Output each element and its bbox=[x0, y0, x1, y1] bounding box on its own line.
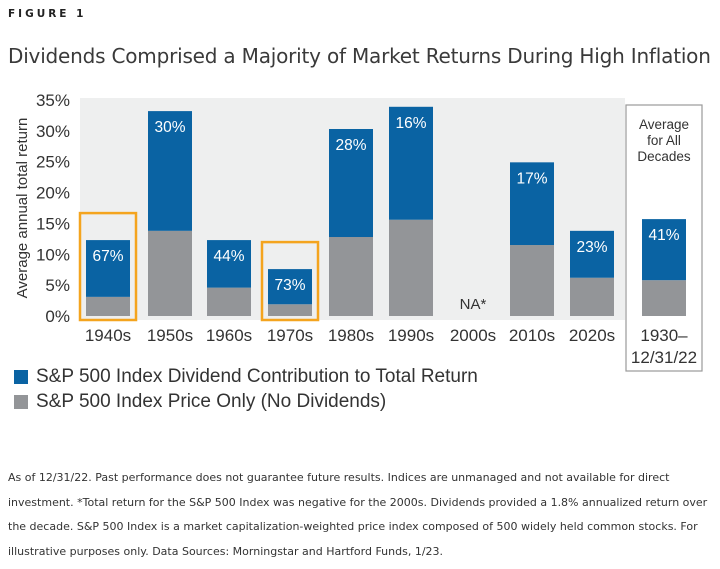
legend-label-dividend: S&P 500 Index Dividend Contribution to T… bbox=[36, 365, 478, 387]
bar-dividend-0 bbox=[86, 240, 130, 297]
na-label: NA* bbox=[460, 296, 487, 313]
bar-data-label: 16% bbox=[395, 115, 426, 132]
bar-data-label: 30% bbox=[154, 119, 185, 136]
bar-dividend-4 bbox=[329, 129, 373, 238]
bars: 67% 30% 44% 73% 28% 16% NA* 17% 23% 41% Averagefor… bbox=[78, 104, 703, 372]
legend-item-dividend: S&P 500 Index Dividend Contribution to T… bbox=[14, 364, 478, 389]
bar-price-7 bbox=[510, 245, 554, 316]
x-tick-label: 2020s bbox=[569, 326, 615, 345]
x-tick-label: 2010s bbox=[509, 326, 555, 345]
average-box bbox=[625, 104, 703, 372]
average-note-line: Decades bbox=[637, 149, 691, 164]
bar-data-label: 28% bbox=[335, 137, 366, 154]
legend-item-price: S&P 500 Index Price Only (No Dividends) bbox=[14, 389, 478, 414]
bar-price-9 bbox=[642, 280, 686, 316]
bar-data-label: 23% bbox=[576, 239, 607, 256]
figure-label: FIGURE 1 bbox=[8, 8, 87, 20]
x-tick-label: 1970s bbox=[267, 326, 313, 345]
x-tick-label: 1930– bbox=[640, 326, 688, 345]
legend-swatch-dividend bbox=[14, 369, 28, 384]
bar-dividend-3 bbox=[268, 269, 312, 305]
y-tick-label: 35% bbox=[36, 91, 70, 110]
bar-price-5 bbox=[389, 219, 433, 316]
y-tick-label: 20% bbox=[36, 184, 70, 203]
bar-price-4 bbox=[329, 237, 373, 316]
bar-dividend-8 bbox=[570, 230, 614, 278]
average-note-line: for All bbox=[647, 133, 681, 148]
bar-data-label: 17% bbox=[516, 170, 547, 187]
chart-title: Dividends Comprised a Majority of Market… bbox=[8, 44, 711, 68]
x-axis: 1940s 1950s 1960s 1970s 1980s 1990s 2000s 2010s… bbox=[85, 326, 697, 367]
x-tick-label: 1950s bbox=[147, 326, 193, 345]
bar-dividend-5 bbox=[389, 106, 433, 220]
bar-dividend-9 bbox=[642, 219, 686, 281]
bar-price-3 bbox=[268, 304, 312, 316]
x-tick-label: 1990s bbox=[388, 326, 434, 345]
y-tick-label: 10% bbox=[36, 245, 70, 264]
chart: 0% 5% 10% 15% 20% 25% 30% 35% Average annual to… bbox=[14, 91, 703, 372]
y-axis-label: Average annual total return bbox=[14, 118, 31, 299]
bar-dividend-1 bbox=[148, 111, 192, 231]
legend: S&P 500 Index Dividend Contribution to T… bbox=[14, 364, 478, 414]
x-tick-label: 12/31/22 bbox=[631, 348, 697, 367]
average-note-line: Average bbox=[639, 117, 689, 132]
bar-dividend-2 bbox=[207, 240, 251, 288]
legend-label-price: S&P 500 Index Price Only (No Dividends) bbox=[36, 390, 387, 412]
highlight-box-1940s bbox=[78, 211, 138, 322]
bar-price-1 bbox=[148, 230, 192, 316]
bar-data-label: 41% bbox=[648, 227, 679, 244]
bar-dividend-7 bbox=[510, 162, 554, 246]
footnote: As of 12/31/22. Past performance does no… bbox=[8, 471, 708, 558]
y-tick-label: 5% bbox=[45, 276, 70, 295]
legend-swatch-price bbox=[14, 394, 28, 409]
highlight-box-1970s bbox=[260, 240, 320, 322]
y-tick-label: 15% bbox=[36, 214, 70, 233]
y-tick-label: 0% bbox=[45, 307, 70, 326]
y-axis: 0% 5% 10% 15% 20% 25% 30% 35% bbox=[36, 91, 70, 326]
bar-data-label: 44% bbox=[213, 248, 244, 265]
bar-data-label: 67% bbox=[92, 248, 123, 265]
x-tick-label: 2000s bbox=[450, 326, 496, 345]
bar-data-label: 73% bbox=[274, 277, 305, 294]
bar-price-2 bbox=[207, 287, 251, 316]
x-tick-label: 1960s bbox=[206, 326, 252, 345]
x-tick-label: 1940s bbox=[85, 326, 131, 345]
y-tick-label: 30% bbox=[36, 122, 70, 141]
bar-price-0 bbox=[86, 296, 130, 316]
x-tick-label: 1980s bbox=[328, 326, 374, 345]
y-tick-label: 25% bbox=[36, 153, 70, 172]
bar-price-8 bbox=[570, 277, 614, 316]
